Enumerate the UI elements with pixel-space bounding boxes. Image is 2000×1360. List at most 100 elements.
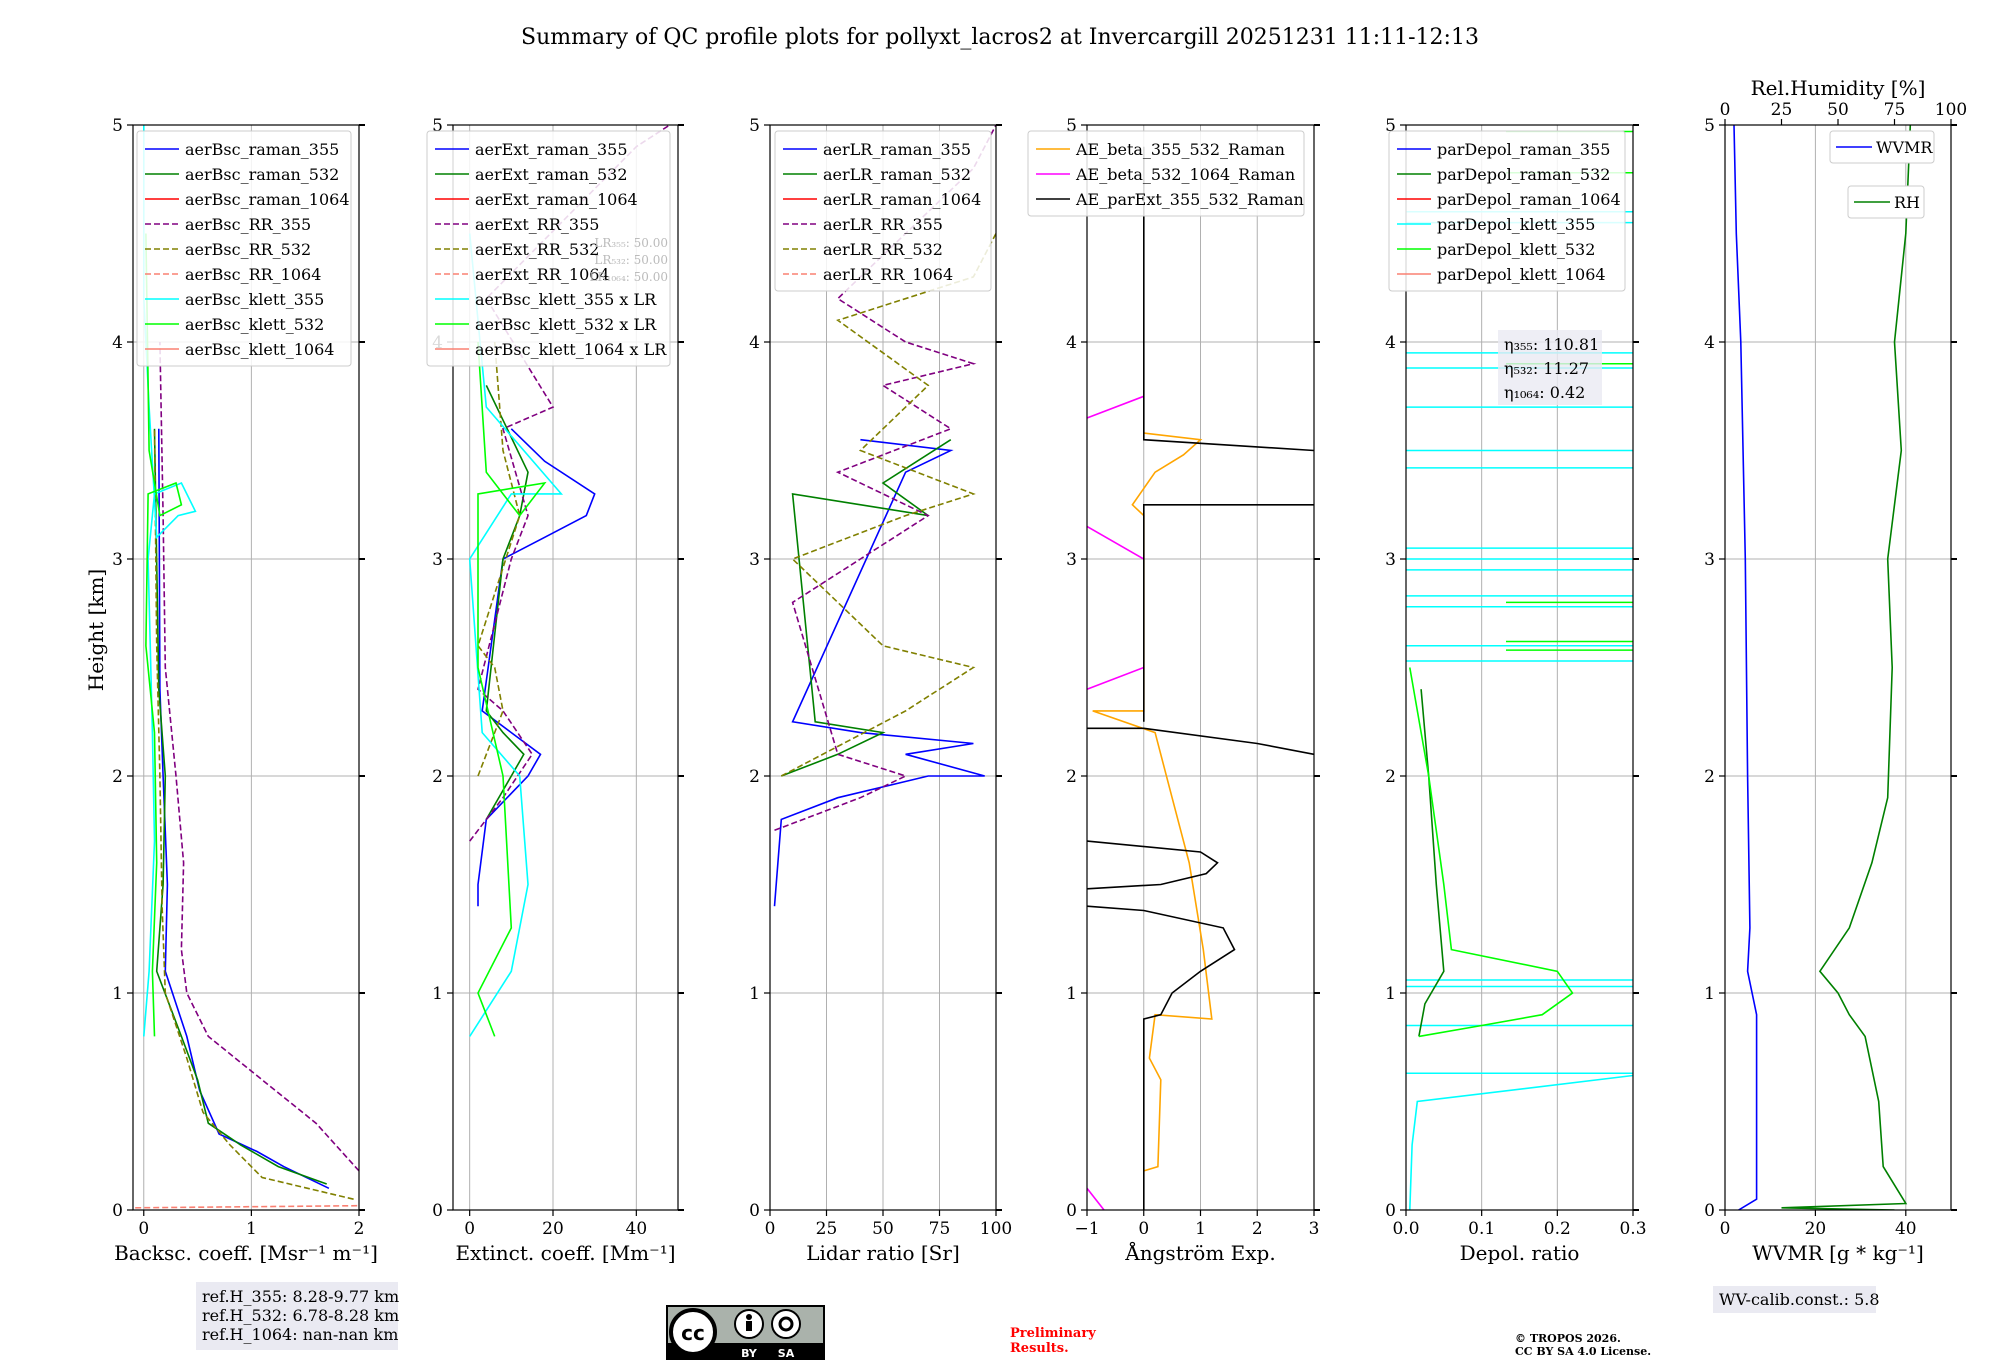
x-tick-label: 0.1 [1468,1219,1495,1239]
legend-label: aerBsc_klett_355 [185,290,324,309]
y-tick-label: 3 [749,550,760,570]
x-tick-label: 0.3 [1619,1219,1646,1239]
legend-label: aerLR_raman_1064 [823,190,981,209]
legend-label: aerLR_raman_355 [823,140,971,159]
legend-label: aerBsc_klett_1064 [185,340,334,359]
legend-label: aerBsc_raman_1064 [185,190,350,209]
x-tick-label: 40 [626,1219,648,1239]
legend-label: aerExt_RR_532 [475,240,599,259]
y-tick-label: 2 [432,767,443,787]
series-ae-parext-355-532-raman-e [1143,146,1314,452]
y-tick-label: 0 [432,1201,443,1221]
legend-label: aerLR_RR_1064 [823,265,953,284]
y-tick-label: 3 [1066,550,1077,570]
y-tick-label: 3 [1704,550,1715,570]
series-ae-beta-532-1064-raman-c [1087,525,1145,560]
eta-label: η₅₃₂: 11.27 [1504,359,1589,378]
x-tick-label: 2 [354,1219,365,1239]
x-tick-label: 2 [1252,1219,1263,1239]
ref-height-bg [196,1282,398,1350]
by-body-icon [746,1321,752,1331]
legend-label: aerExt_RR_355 [475,215,599,234]
series-aerlr-raman-532 [781,439,952,777]
axes-frame [452,124,679,1211]
top-x-tick-label: 50 [1827,100,1849,120]
series-aerbsc-klett-355 x lr [468,233,564,1037]
y-tick-label: 5 [1066,116,1077,136]
series-ae-beta-355-532-raman [1092,432,1213,1172]
series-aerbsc-raman-532 [153,428,327,1185]
figure-title: Summary of QC profile plots for pollyxt_… [521,25,1479,50]
x-axis-label: Lidar ratio [Sr] [806,1241,960,1265]
y-tick-label: 0 [749,1201,760,1221]
lr-label: LR₃₅₅: 50.00 [594,236,668,250]
y-tick-label: 0 [1385,1201,1396,1221]
legend-label: aerExt_raman_532 [475,165,628,184]
series-ae-beta-532-1064-raman-d [1087,395,1145,419]
top-x-tick-label: 100 [1935,100,1967,120]
series-aerbsc-klett-532 x lr [477,341,547,1037]
x-tick-label: −1 [1074,1219,1099,1239]
legend-box [1829,130,1935,164]
y-tick-label: 0 [1704,1201,1715,1221]
sa-arrow-icon [778,1316,794,1332]
series-aerlr-rr-532 [780,233,996,777]
ref-height-box: ref.H_355: 8.28-9.77 km ref.H_532: 6.78-… [196,1282,399,1350]
y-tick-label: 2 [1704,767,1715,787]
top-x-tick-label: 0 [1720,100,1731,120]
series-aerext-rr-532 [477,341,521,777]
series-rh [1781,125,1912,1210]
y-tick-label: 5 [1704,116,1715,136]
series-ae-beta-532-1064-raman [1087,1187,1105,1210]
x-tick-label: 1 [246,1219,257,1239]
x-tick-label: 0 [765,1219,776,1239]
legend-label: AE_beta_355_532_Raman [1075,140,1285,159]
series-aerlr-rr-355 [774,125,996,832]
plot-area [468,125,671,1037]
series-pardepol-klett-532 [1409,667,1574,1038]
legend-label: aerBsc_klett_1064 x LR [475,340,667,359]
legend-label: parDepol_klett_532 [1437,240,1595,259]
legend-box [426,130,671,367]
legend-label: AE_parExt_355_532_Raman [1075,190,1304,209]
sa-icon [771,1309,801,1339]
y-tick-label: 2 [1066,767,1077,787]
series-ae-parext-355-532-raman [1087,905,1236,1210]
y-tick-label: 0 [1066,1201,1077,1221]
eta-label: η₃₅₅: 110.81 [1504,335,1599,354]
legend-label: aerExt_raman_355 [475,140,628,159]
wv-calib-const: WV-calib.const.: 5.8 [1719,1290,1880,1309]
x-tick-label: 0 [1720,1219,1731,1239]
legend-box [136,130,352,367]
y-tick-label: 3 [112,550,123,570]
legend-label: WVMR [1876,138,1933,157]
series-aerext-raman-532 [485,385,529,820]
wv-calib-bg [1713,1286,1876,1313]
x-tick-label: 20 [1805,1219,1827,1239]
y-tick-label: 1 [1385,984,1396,1004]
plot-area [1406,130,1633,1210]
top-x-axis-label: Rel.Humidity [%] [1751,76,1926,100]
plot-area [773,125,996,907]
plot-area [1733,125,1912,1210]
series-pardepol-klett-355 [1409,1074,1633,1210]
legend-label: aerBsc_klett_532 x LR [475,315,657,334]
y-tick-label: 4 [112,333,123,353]
cc-license-badge: cc BY SA [666,1305,825,1360]
x-axis-label: Backsc. coeff. [Msr⁻¹ m⁻¹] [114,1241,378,1265]
series-ae-beta-532-1064-raman-b [1087,666,1145,690]
ref-height-1064: ref.H_1064: nan-nan km [202,1325,398,1344]
x-tick-label: 50 [872,1219,894,1239]
y-tick-label: 0 [112,1201,123,1221]
x-axis-label: Extinct. coeff. [Mm⁻¹] [455,1241,675,1265]
series-wvmr [1733,125,1758,1210]
series-aerlr-raman-355 [773,438,985,907]
x-tick-label: 0 [1138,1219,1149,1239]
legend-label: parDepol_raman_1064 [1437,190,1621,209]
y-tick-label: 5 [1385,116,1396,136]
y-tick-label: 1 [1066,984,1077,1004]
cc-circle-icon [669,1308,717,1356]
